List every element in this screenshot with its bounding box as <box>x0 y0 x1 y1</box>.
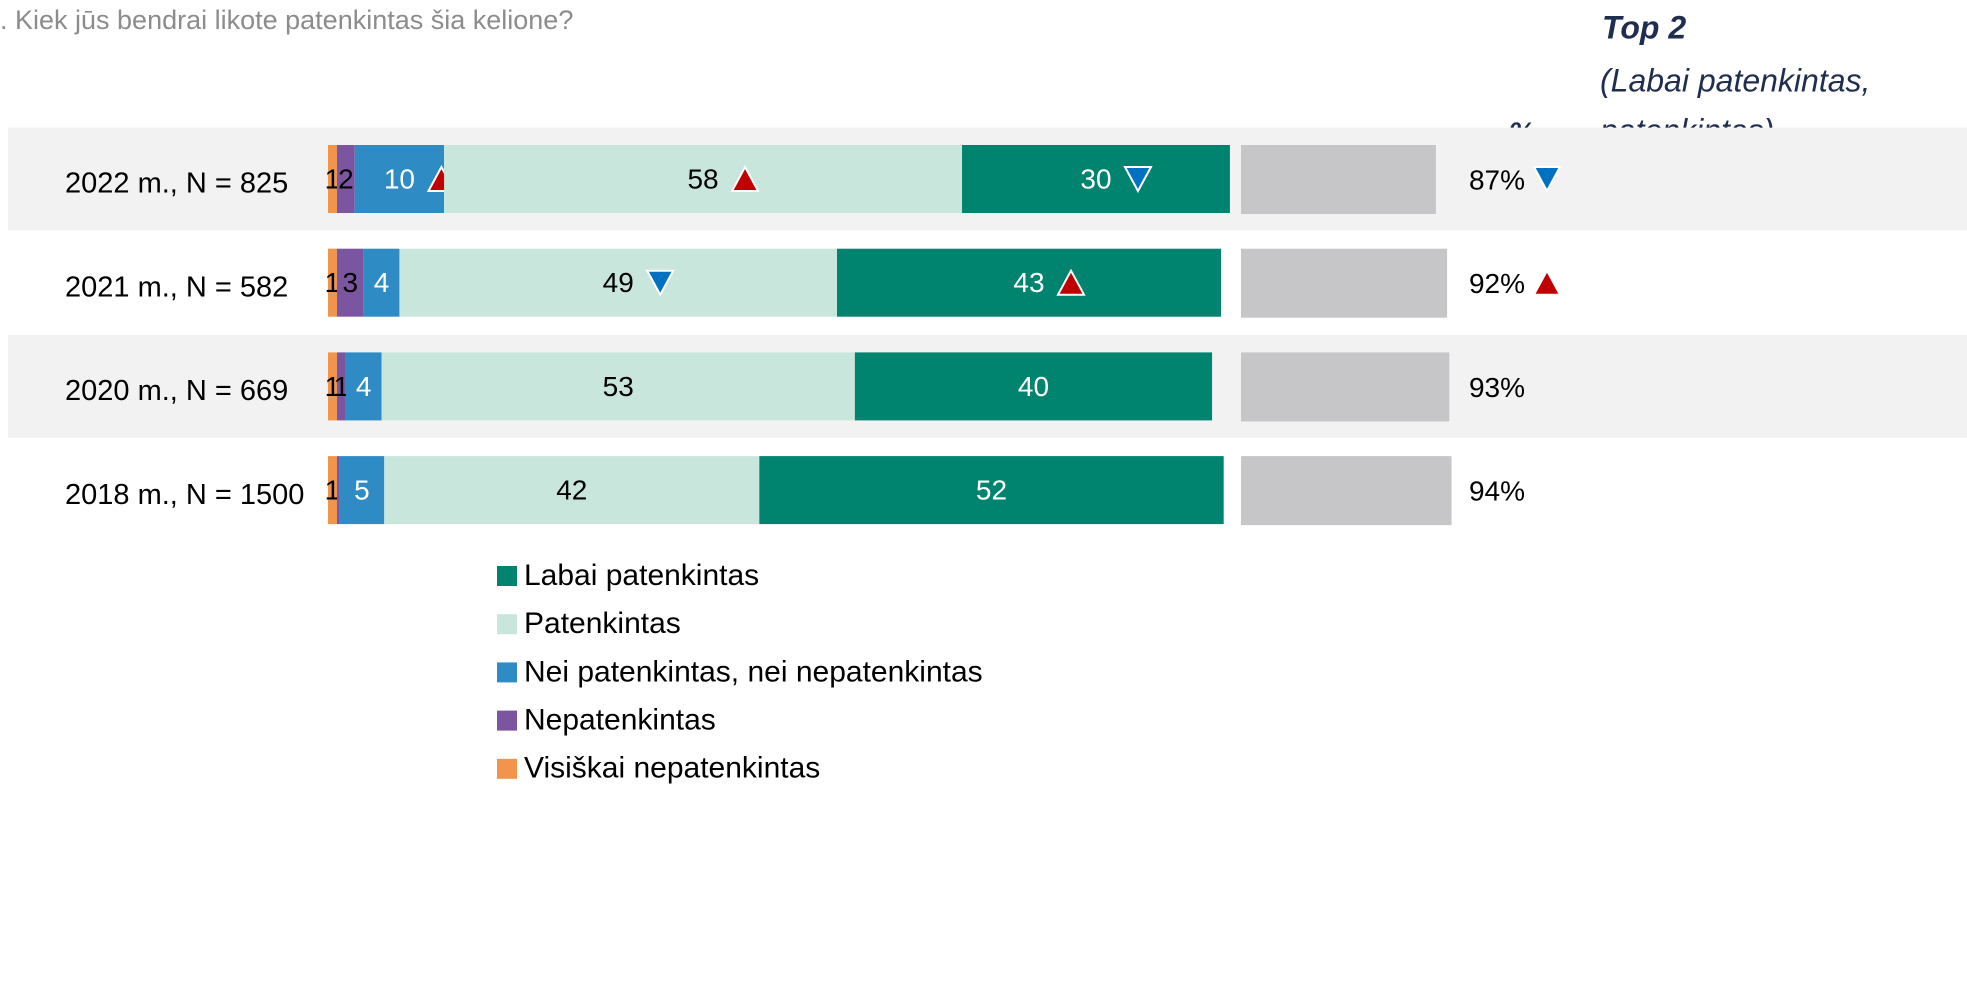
category-label: 2018 m., N = 1500 <box>65 479 304 511</box>
legend-swatch <box>497 710 517 731</box>
legend-swatch <box>497 566 517 586</box>
data-label: 1 <box>334 371 350 402</box>
bar-segment <box>354 145 445 213</box>
significance-marker <box>1123 166 1153 194</box>
data-label: 49 <box>603 267 634 298</box>
top2-marker <box>1532 166 1562 194</box>
bar-segment <box>336 248 364 317</box>
data-label: 40 <box>1018 371 1049 402</box>
bar-segment <box>328 456 337 525</box>
bar-segment <box>381 352 855 421</box>
data-label: 1 <box>325 163 341 194</box>
top2-bar <box>1241 456 1452 526</box>
data-label: 4 <box>374 267 390 298</box>
top2-label: 92% <box>1469 268 1525 299</box>
data-label: 2 <box>338 163 354 194</box>
data-label: 4 <box>356 371 372 402</box>
legend-label: Nepatenkintas <box>524 704 716 737</box>
bar-segment <box>837 248 1221 317</box>
top2-title: Top 2 <box>1602 9 1686 45</box>
bar-segment <box>339 456 385 525</box>
significance-marker <box>730 164 760 192</box>
category-label: 2022 m., N = 825 <box>65 168 288 200</box>
top2-label: 94% <box>1469 475 1525 506</box>
significance-marker <box>1056 268 1086 296</box>
bar-segment <box>336 145 355 213</box>
bar-segment <box>328 248 337 317</box>
bar-segment <box>328 352 337 421</box>
data-label: 1 <box>325 267 341 298</box>
bar-segment <box>345 352 382 421</box>
top2-marker <box>1532 268 1562 296</box>
data-label: 42 <box>556 474 587 505</box>
data-label: 1 <box>325 371 341 402</box>
bar-segment <box>384 456 760 525</box>
data-label: 1 <box>325 474 341 505</box>
bar-segment <box>328 145 337 213</box>
top2-bar <box>1241 352 1450 422</box>
top2-bar <box>1241 248 1448 318</box>
legend-label: Nei patenkintas, nei nepatenkintas <box>524 655 983 688</box>
bar-segment <box>399 248 838 317</box>
top2-bar <box>1241 145 1436 214</box>
chart-title: . Kiek jūs bendrai likote patenkintas ši… <box>0 5 573 35</box>
data-label: 30 <box>1080 163 1111 194</box>
top2-label: 93% <box>1469 372 1525 403</box>
top2-subtitle: (Labai patenkintas, <box>1600 62 1870 98</box>
bar-segment <box>336 456 340 525</box>
category-label: 2021 m., N = 582 <box>65 271 288 303</box>
legend-label: Visiškai nepatenkintas <box>524 752 820 785</box>
data-label: 5 <box>354 474 370 505</box>
top2-label: 87% <box>1469 164 1525 195</box>
data-label: 3 <box>343 267 359 298</box>
bar-segment <box>759 456 1224 525</box>
legend-swatch <box>497 662 517 683</box>
data-label: 43 <box>1013 267 1044 298</box>
bar-segment <box>363 248 400 317</box>
bar-segment <box>962 145 1230 213</box>
legend-label: Labai patenkintas <box>524 559 759 592</box>
significance-marker <box>645 269 675 297</box>
data-label: 10 <box>384 163 415 194</box>
data-label: 58 <box>687 163 718 194</box>
data-label: 53 <box>603 371 634 402</box>
category-label: 2020 m., N = 669 <box>65 375 288 407</box>
bar-segment <box>854 352 1213 421</box>
data-label: 52 <box>976 474 1007 505</box>
bar-segment <box>336 352 346 421</box>
legend-swatch <box>497 614 517 635</box>
bar-segment <box>444 145 963 213</box>
legend-label: Patenkintas <box>524 607 681 640</box>
legend-swatch <box>497 758 517 779</box>
